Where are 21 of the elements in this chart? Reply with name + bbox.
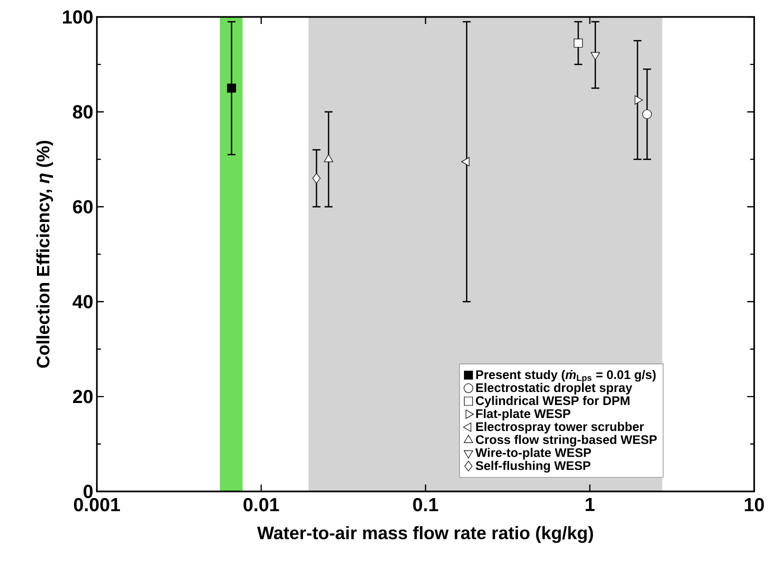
y-tick-label: 80 [72,105,93,118]
x-axis-title: Water-to-air mass flow rate ratio (kg/kg) [257,526,593,543]
y-tick-label: 40 [72,294,93,308]
x-tick-label: 0.001 [74,498,120,512]
legend-label: Flat-plate WESP [476,408,570,420]
y-tick-label: 20 [73,390,93,404]
x-tick-label: 10 [744,498,764,512]
y-tick-label: 0 [84,484,93,498]
y-tick-label: 100 [63,10,93,24]
legend-label: Cylindrical WESP for DPM [476,396,630,408]
legend-label: Electrospray tower scrubber [476,422,644,434]
x-tick-label: 0.01 [244,498,280,512]
legend-label: Self-flushing WESP [476,460,590,472]
y-tick-label: 60 [73,200,93,214]
legend-label: Electrostatic droplet spray [476,382,632,394]
legend-label: Wire-to-plate WESP [475,448,591,460]
x-tick-label: 1 [586,498,595,511]
legend-label: Present study (ṁ$_{Lps}$ = 0.01 g/s) [476,370,656,382]
y-axis-title: Collection Efficiency, η (%) [36,140,54,368]
legend-label: Cross flow string-based WESP [476,434,657,446]
x-tick-label: 0.1 [413,498,438,512]
